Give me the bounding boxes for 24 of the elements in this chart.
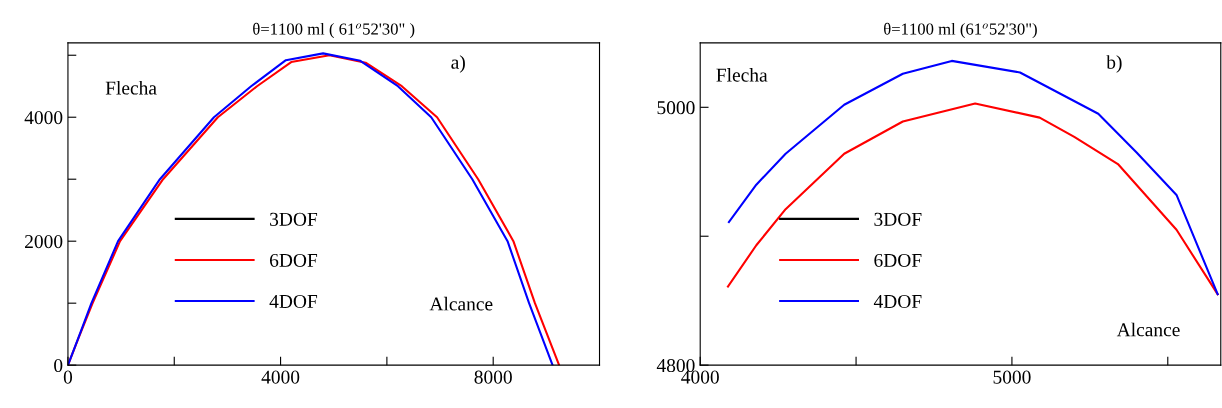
x-tick-label: 4000 — [261, 370, 300, 384]
x-tick-label: 5000 — [993, 370, 1031, 384]
x-tick-label: 0 — [63, 370, 73, 384]
legend-label: 4DOF — [269, 294, 318, 309]
x-tick-label: 8000 — [474, 370, 512, 384]
annotation: Alcance — [429, 296, 493, 311]
annotation: b) — [1106, 55, 1122, 73]
legend-label: 3DOF — [874, 212, 922, 226]
chart-title: θ=1100 ml (61$^{o}$52'30") — [884, 22, 1037, 39]
line-series — [726, 102, 1219, 296]
annotation: Flecha — [105, 80, 157, 95]
y-tick-label: 4800 — [656, 358, 695, 373]
y-tick-label: 2000 — [25, 235, 63, 249]
legend-label: 3DOF — [270, 212, 318, 226]
legend-label: 6DOF — [269, 253, 318, 267]
y-tick-label: 0 — [54, 358, 63, 373]
legend-label: 4DOF — [873, 294, 922, 309]
legend-label: 6DOF — [874, 253, 922, 267]
annotation: Flecha — [716, 68, 768, 82]
y-tick-label: 4000 — [24, 111, 63, 125]
chart-title: θ=1100 ml ( 61$^{o}$52'30" ) — [253, 22, 415, 39]
x-tick-label: 4000 — [681, 370, 719, 384]
annotation: a) — [451, 55, 465, 73]
annotation: Alcance — [1116, 322, 1180, 337]
